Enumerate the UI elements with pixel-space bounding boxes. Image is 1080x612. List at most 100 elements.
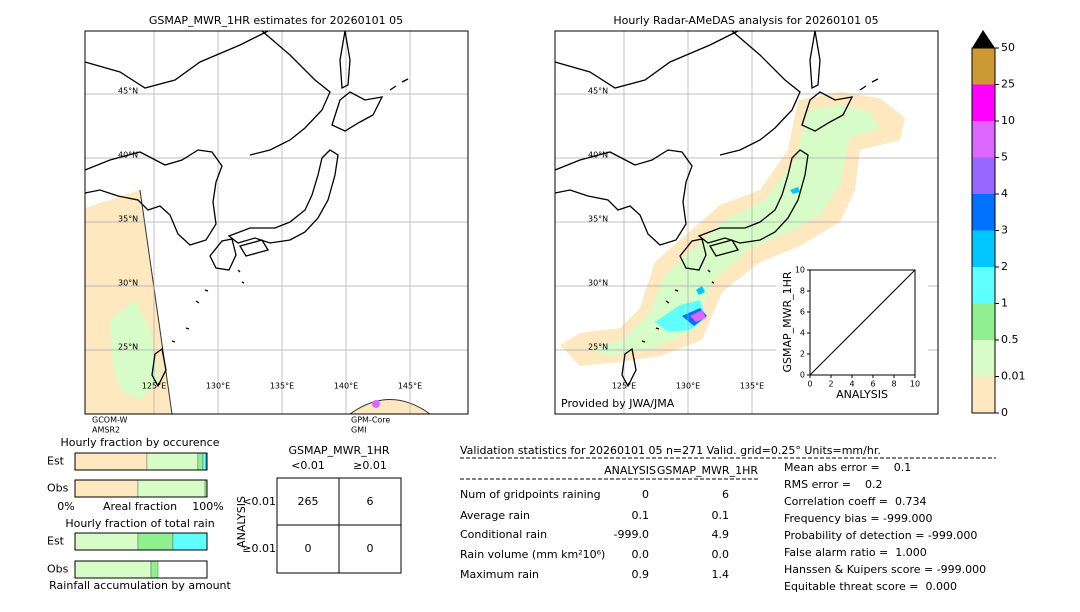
bar-frame	[74, 532, 208, 551]
colorbar-segment	[972, 121, 995, 158]
sensor-label: GCOM-W	[92, 416, 128, 425]
stat-value: 0.1	[632, 509, 650, 522]
fraction-segment	[137, 479, 206, 498]
stat-label: Num of gridpoints raining	[460, 488, 601, 501]
colorbar-segment	[972, 157, 995, 194]
y-tick-label: 8	[800, 287, 805, 296]
colorbar-label: 50	[1001, 41, 1015, 54]
lon-label: 130°E	[676, 382, 700, 391]
rain-area	[690, 310, 706, 322]
score: Correlation coeff = 0.734	[784, 495, 926, 508]
inset-plot: ANALYSIS GSMAP_MWR_1HR 00 2 2 4 4 6 6 8 8 10 10	[776, 262, 928, 402]
diagonal	[809, 269, 916, 376]
colorbar-label: 0.01	[1001, 370, 1026, 383]
sensor-label: GPM-Core	[351, 416, 390, 425]
stat-value: 0	[642, 488, 649, 501]
x-tick-label: 4	[849, 380, 854, 389]
stat-label: Average rain	[460, 509, 530, 522]
inset-ylabel: GSMAP_MWR_1HR	[781, 271, 794, 372]
map-title: GSMAP_MWR_1HR estimates for 20260101 05	[149, 14, 403, 27]
stat-value: 4.9	[712, 528, 730, 541]
score: Mean abs error = 0.1	[784, 461, 911, 474]
y-tick-label: 0	[800, 371, 805, 380]
x-tick-label: 10	[910, 380, 920, 389]
bar-frame	[74, 479, 208, 498]
colorbar-label: 3	[1001, 224, 1008, 237]
lon-label: 130°E	[206, 382, 230, 391]
x-tick-label: 2	[828, 380, 833, 389]
stat-value: 0.0	[712, 548, 730, 561]
bar-frame	[74, 560, 208, 579]
panel-title: Hourly fraction of total rain	[65, 517, 214, 530]
y-tick-label: 2	[800, 350, 805, 359]
map-title: Hourly Radar-AMeDAS analysis for 2026010…	[613, 14, 878, 27]
score: RMS error = 0.2	[784, 478, 882, 491]
fraction-segment	[150, 560, 159, 579]
stats-header: Validation statistics for 20260101 05 n=…	[460, 444, 881, 457]
statistics: Validation statistics for 20260101 05 n=…	[460, 444, 996, 593]
fraction-segment	[172, 532, 208, 551]
score: False alarm ratio = 1.000	[784, 546, 927, 559]
cell: 0	[305, 542, 312, 555]
lon-label: 135°E	[270, 382, 294, 391]
row-label: <0.01	[242, 495, 276, 508]
fraction-segment	[74, 560, 152, 579]
column-header: GSMAP_MWR_1HR	[657, 464, 758, 477]
x-label: Areal fraction	[103, 500, 177, 513]
x-tick-label: 6	[870, 380, 875, 389]
lat-label: 30°N	[118, 279, 138, 288]
colorbar-label: 0	[1001, 406, 1008, 419]
colorbar-segment	[972, 340, 995, 377]
right-map: Hourly Radar-AMeDAS analysis for 2026010…	[554, 14, 939, 415]
rain-area	[372, 400, 380, 408]
lat-label: 25°N	[588, 343, 608, 352]
stat-value: 0.1	[712, 509, 730, 522]
stat-value: 6	[722, 488, 729, 501]
colorbar-label: 0.5	[1001, 333, 1019, 346]
colorbar-extend	[972, 30, 995, 48]
colorbar-label: 25	[1001, 78, 1015, 91]
lon-label: 135°E	[740, 382, 764, 391]
column-header: ANALYSIS	[604, 464, 656, 477]
occurrence-panel: Hourly fraction by occurence 0% Areal fr…	[47, 436, 224, 513]
row-label: Obs	[47, 563, 69, 576]
lat-label: 35°N	[118, 215, 138, 224]
total-rain-panel: Hourly fraction of total rain Rainfall a…	[47, 517, 232, 592]
lat-label: 45°N	[588, 87, 608, 96]
colorbar-segment	[972, 376, 995, 413]
score: Probability of detection = -999.000	[784, 529, 977, 542]
lon-label: 145°E	[398, 382, 422, 391]
colorbar-label: 5	[1001, 151, 1008, 164]
table-title: GSMAP_MWR_1HR	[288, 444, 389, 457]
stat-label: Maximum rain	[460, 568, 539, 581]
score: Equitable threat score = 0.000	[784, 580, 957, 593]
colorbar-segment	[972, 194, 995, 231]
row-label: Est	[47, 455, 65, 468]
lat-label: 25°N	[118, 343, 138, 352]
colorbar: 0 0.01 0.5 1 2 3 4 5 10 25 50	[971, 30, 1026, 419]
colorbar-segment	[972, 267, 995, 304]
map-frame	[84, 30, 469, 415]
colorbar-segment	[972, 84, 995, 121]
map-frame	[554, 30, 939, 415]
lat-label: 45°N	[118, 87, 138, 96]
x-label: 0%	[57, 500, 74, 513]
grid: 45°N40°N35°N30°N25°N125°E130°E135°E140°E…	[85, 31, 468, 414]
y-tick-label: 4	[800, 329, 805, 338]
colorbar-label: 1	[1001, 297, 1008, 310]
colorbar-label: 10	[1001, 114, 1015, 127]
score: Hanssen & Kuipers score = -999.000	[784, 563, 986, 576]
row-label: Obs	[47, 482, 69, 495]
rain-area	[590, 105, 880, 356]
colorbar-segment	[972, 48, 995, 85]
swath	[348, 399, 432, 415]
panel-title: Hourly fraction by occurence	[61, 436, 220, 449]
row-label: Est	[47, 535, 65, 548]
cell: 0	[367, 542, 374, 555]
fraction-segment	[74, 479, 139, 498]
lon-label: 140°E	[334, 382, 358, 391]
colorbar-label: 2	[1001, 260, 1008, 273]
lat-label: 35°N	[588, 215, 608, 224]
sensor-label: AMSR2	[92, 426, 120, 435]
x-tick-label: 0	[807, 380, 812, 389]
